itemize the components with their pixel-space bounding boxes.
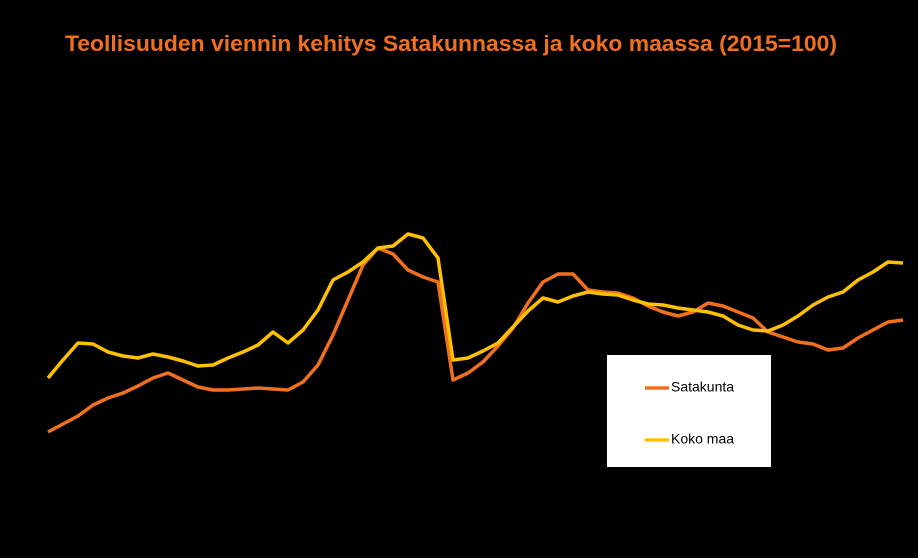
legend — [607, 355, 771, 467]
line — [47, 246, 904, 434]
legend-label: Koko maa — [671, 431, 734, 447]
line — [46, 232, 904, 380]
legend-label: Satakunta — [671, 379, 734, 395]
chart-title: Teollisuuden viennin kehitys Satakunnass… — [65, 31, 837, 56]
